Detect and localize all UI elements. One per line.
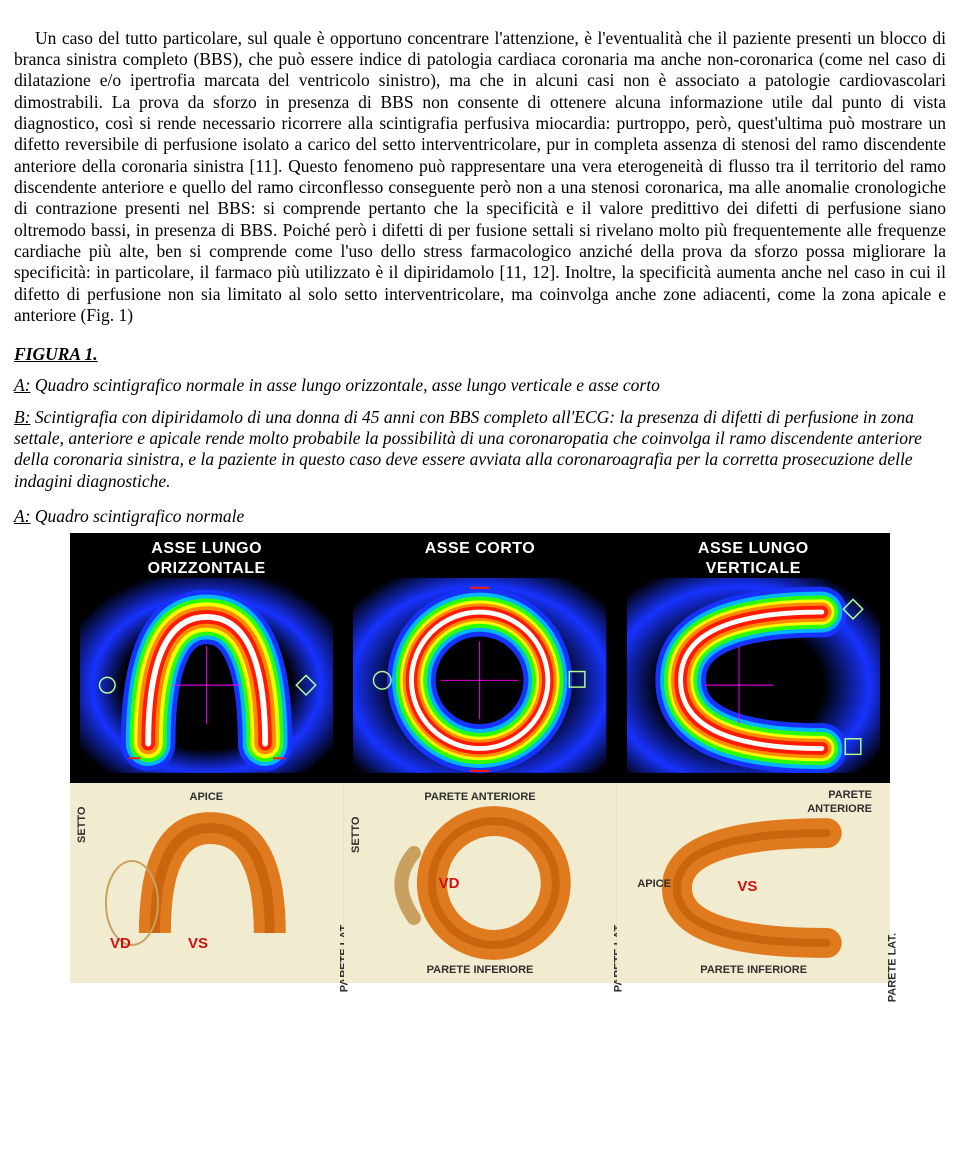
sub-caption-a: A: Quadro scintigrafico normale: [14, 506, 946, 527]
scan-ring-icon: [353, 578, 606, 773]
diagram-label-vs-2: VS: [737, 878, 757, 896]
scan-title-1: ASSE CORTO: [343, 539, 616, 559]
caption-b-body: Scintigrafia con dipiridamolo di una don…: [14, 407, 922, 491]
sub-caption-a-lead: A:: [14, 506, 31, 526]
diagram-ring-icon: [344, 783, 617, 983]
scan-cell-long-vert: ASSE LUNGO VERTICALE: [617, 533, 890, 783]
scan-cell-short-axis: ASSE CORTO: [343, 533, 616, 783]
diagram-cell-short-axis: PARETE ANTERIORE SETTO PARETE LAT. VD PA…: [344, 783, 618, 983]
scan-horseshoe-icon: [80, 578, 333, 773]
figure-1: ASSE LUNGO ORIZZONTALE: [70, 533, 890, 983]
diagram-row: APICE SETTO PARETE LAT. VD VS PARETE ANT…: [70, 783, 890, 983]
caption-a: A: Quadro scintigrafico normale in asse …: [14, 375, 946, 396]
caption-b-lead: B:: [14, 407, 31, 427]
diagram-cell-long-horiz: APICE SETTO PARETE LAT. VD VS: [70, 783, 344, 983]
sub-caption-a-body: Quadro scintigrafico normale: [31, 506, 245, 526]
caption-a-body: Quadro scintigrafico normale in asse lun…: [31, 375, 660, 395]
body-paragraph: Un caso del tutto particolare, sul quale…: [14, 28, 946, 327]
diagram-label-setto-1: SETTO: [350, 817, 363, 853]
scan-row: ASSE LUNGO ORIZZONTALE: [70, 533, 890, 783]
scan-title-2: ASSE LUNGO VERTICALE: [617, 539, 890, 578]
scan-cell-long-horiz: ASSE LUNGO ORIZZONTALE: [70, 533, 343, 783]
diagram-label-parete-inf-2: PARETE INFERIORE: [617, 964, 890, 977]
diagram-label-apice: APICE: [70, 791, 343, 804]
diagram-horseshoe-icon: [70, 783, 343, 983]
diagram-label-vd-0: VD: [110, 935, 131, 953]
diagram-label-apice-2: APICE: [637, 878, 671, 891]
caption-a-lead: A:: [14, 375, 31, 395]
caption-b: B: Scintigrafia con dipiridamolo di una …: [14, 407, 946, 492]
diagram-label-parete-ant-2: PARETE ANTERIORE: [807, 789, 872, 816]
diagram-label-setto-0: SETTO: [76, 807, 89, 843]
diagram-label-parete-ant-1: PARETE ANTERIORE: [344, 791, 617, 804]
scan-banana-icon: [627, 578, 880, 773]
figure-heading: FIGURA 1.: [14, 344, 946, 365]
scan-title-0: ASSE LUNGO ORIZZONTALE: [70, 539, 343, 578]
diagram-label-parete-inf-1: PARETE INFERIORE: [344, 964, 617, 977]
diagram-label-vd-1: VD: [439, 875, 460, 893]
diagram-cell-long-vert: PARETE ANTERIORE PARETE LAT. VS APICE PA…: [617, 783, 890, 983]
diagram-label-vs-0: VS: [188, 935, 208, 953]
